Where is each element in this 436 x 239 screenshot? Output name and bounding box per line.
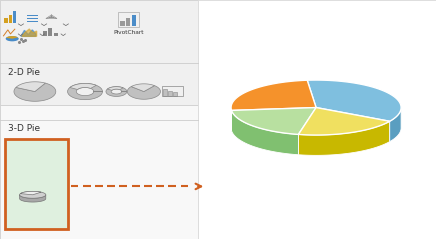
Polygon shape [16, 82, 45, 92]
Bar [27, 15, 38, 16]
Bar [163, 89, 167, 96]
Bar [13, 11, 16, 23]
Bar [120, 21, 125, 26]
Bar [5, 139, 68, 229]
Bar [43, 31, 47, 36]
Polygon shape [20, 191, 46, 198]
Polygon shape [68, 83, 102, 100]
Polygon shape [20, 195, 46, 202]
Polygon shape [231, 80, 316, 110]
Bar [132, 15, 136, 26]
Polygon shape [14, 83, 56, 101]
Text: PivotChart: PivotChart [113, 30, 143, 35]
Polygon shape [106, 87, 127, 96]
Bar [0, 105, 198, 239]
Bar [27, 18, 38, 19]
Polygon shape [22, 29, 37, 36]
Polygon shape [390, 108, 401, 141]
Polygon shape [21, 30, 36, 36]
Polygon shape [298, 121, 390, 155]
Bar [198, 0, 436, 239]
Polygon shape [232, 108, 316, 134]
Bar [0, 0, 198, 105]
Bar [27, 21, 38, 22]
Polygon shape [307, 80, 401, 121]
Bar [9, 15, 12, 23]
Bar [118, 12, 139, 27]
Text: 3-D Pie: 3-D Pie [8, 124, 40, 133]
Ellipse shape [6, 36, 19, 41]
Bar [4, 17, 7, 23]
Polygon shape [127, 86, 160, 99]
Bar [162, 86, 183, 96]
Polygon shape [6, 36, 18, 39]
Bar [173, 92, 177, 96]
Polygon shape [107, 87, 123, 90]
Bar [126, 18, 130, 26]
Bar [168, 91, 172, 96]
Bar [54, 33, 58, 36]
Bar [48, 28, 52, 36]
Polygon shape [231, 108, 232, 131]
Polygon shape [131, 84, 154, 92]
Polygon shape [232, 110, 298, 155]
Polygon shape [20, 191, 41, 195]
Polygon shape [298, 108, 390, 135]
Polygon shape [70, 83, 96, 90]
Text: 2-D Pie: 2-D Pie [8, 68, 40, 77]
